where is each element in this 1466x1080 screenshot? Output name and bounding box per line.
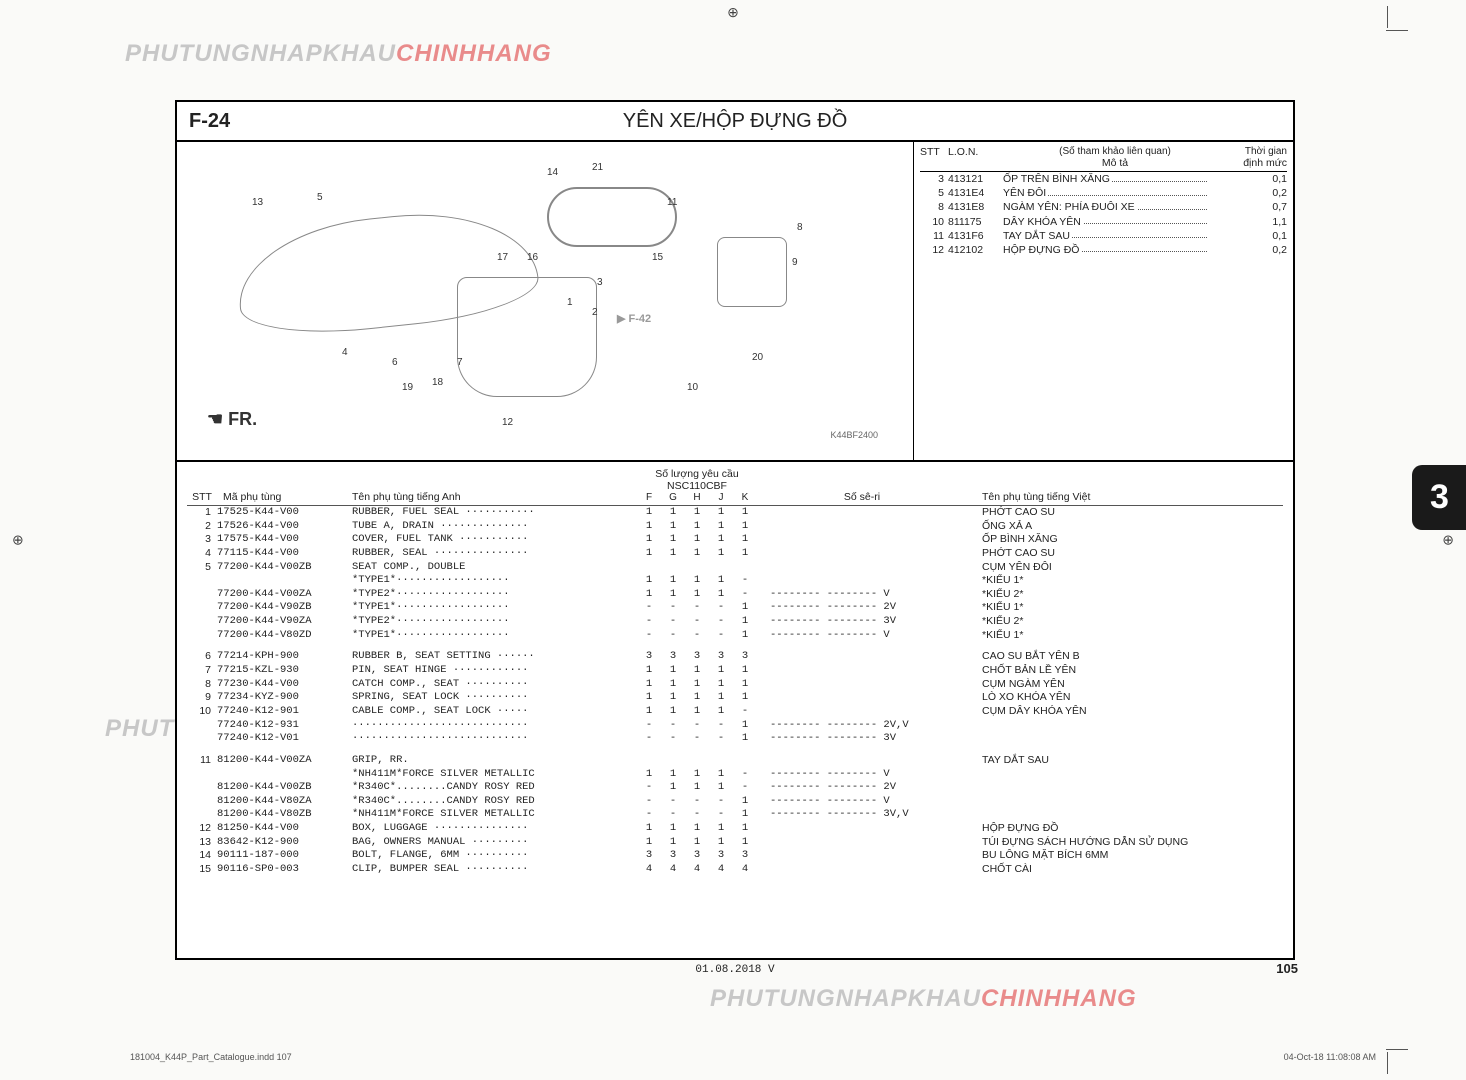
parts-row: 1281250-K44-V00BOX, LUGGAGE ············…	[187, 822, 1283, 836]
catalogue-page-frame: F-24 YÊN XE/HỘP ĐỰNG ĐỒ ☚ FR. ▶ F-42 K44…	[175, 100, 1295, 960]
page-title: YÊN XE/HỘP ĐỰNG ĐỒ	[177, 110, 1293, 133]
callout: 13	[252, 197, 263, 208]
callout: 11	[667, 197, 677, 208]
parts-row: 81200-K44-V80ZB *NH411M*FORCE SILVER MET…	[187, 808, 1283, 822]
reference-row: 54131E4YÊN ĐÔI0,2	[920, 186, 1287, 200]
ref-head-desc: (Số tham khảo liên quan) Mô tả	[1003, 146, 1227, 169]
callout: 8	[797, 222, 803, 233]
reference-row: 12412102HỘP ĐỰNG ĐỒ0,2	[920, 243, 1287, 257]
parts-row: 77240-K12-V01···························…	[187, 732, 1283, 746]
parts-row: 77200-K44-V90ZB *TYPE1*·················…	[187, 601, 1283, 615]
parts-row: 477115-K44-V00RUBBER, SEAL ·············…	[187, 547, 1283, 561]
reference-row: 114131F6TAY DẮT SAU0,1	[920, 229, 1287, 243]
callout: 1	[567, 297, 573, 308]
parts-row: 217526-K44-V00TUBE A, DRAIN ············…	[187, 520, 1283, 534]
callout: 14	[547, 167, 558, 178]
diagram-grip-shape	[547, 187, 677, 247]
callout: 20	[752, 352, 763, 363]
register-mark-top: ⊕	[727, 4, 739, 21]
ref-head-stt: STT	[920, 146, 948, 169]
parts-row: 81200-K44-V00ZB *R340C*........CANDY ROS…	[187, 781, 1283, 795]
reference-row: 3413121ỐP TRÊN BÌNH XĂNG0,1	[920, 172, 1287, 186]
qty-subcol: H	[688, 492, 706, 503]
qty-subcol: K	[736, 492, 754, 503]
col-name-vn: Tên phụ tùng tiếng Việt	[962, 491, 1283, 503]
parts-row: 1077240-K12-901CABLE COMP., SEAT LOCK ··…	[187, 705, 1283, 719]
parts-row: 1181200-K44-V00ZAGRIP, RR.TAY DẮT SAU	[187, 754, 1283, 768]
crop-corner	[1387, 6, 1388, 28]
parts-row: 977234-KYZ-900SPRING, SEAT LOCK ········…	[187, 691, 1283, 705]
callout: 10	[687, 382, 698, 393]
parts-row: 77240-K12-931···························…	[187, 719, 1283, 733]
register-mark-left: ⊕	[12, 532, 24, 549]
ref-head-lon: L.O.N.	[948, 146, 1003, 169]
diagram-lock-shape	[717, 237, 787, 307]
crop-corner	[1387, 1052, 1388, 1074]
qty-subcol: G	[664, 492, 682, 503]
callout: 21	[592, 162, 603, 173]
callout: 5	[317, 192, 323, 203]
page-number: 105	[1276, 961, 1298, 976]
fr-arrow: ☚ FR.	[207, 409, 257, 430]
callout: 18	[432, 377, 443, 388]
parts-row: 81200-K44-V80ZA *R340C*........CANDY ROS…	[187, 795, 1283, 809]
parts-row: 877230-K44-V00CATCH COMP., SEAT ········…	[187, 678, 1283, 692]
parts-row: 77200-K44-V80ZD *TYPE1*·················…	[187, 629, 1283, 643]
parts-row: 1383642-K12-900BAG, OWNERS MANUAL ······…	[187, 836, 1283, 850]
col-serial: Số sê-ri	[762, 491, 962, 503]
watermark: PHUTUNGNHAPKHAUCHINHHANG	[710, 985, 1137, 1013]
crop-corner	[1386, 1049, 1408, 1050]
parts-table: STT Mã phụ tùng Tên phụ tùng tiếng Anh S…	[177, 462, 1293, 885]
col-qty: Số lượng yêu cầu NSC110CBF FGHJK	[632, 468, 762, 503]
reference-table: STT L.O.N. (Số tham khảo liên quan) Mô t…	[913, 142, 1293, 460]
parts-row: *NH411M*FORCE SILVER METALLIC1111-------…	[187, 768, 1283, 782]
indesign-footer-left: 181004_K44P_Part_Catalogue.indd 107	[130, 1052, 292, 1062]
footer-date: 01.08.2018 V	[177, 964, 1293, 976]
parts-row: 777215-KZL-930PIN, SEAT HINGE ··········…	[187, 664, 1283, 678]
parts-row: 577200-K44-V00ZBSEAT COMP., DOUBLECỤM YÊ…	[187, 561, 1283, 575]
parts-row: 1490111-187-000BOLT, FLANGE, 6MM ·······…	[187, 849, 1283, 863]
ref-head-time: Thời gian định mức	[1227, 146, 1287, 169]
reference-row: 84131E8NGÀM YÊN: PHÍA ĐUÔI XE0,7	[920, 200, 1287, 214]
callout: 9	[792, 257, 798, 268]
callout: 7	[457, 357, 463, 368]
parts-row: 317575-K44-V00COVER, FUEL TANK ·········…	[187, 533, 1283, 547]
callout: 12	[502, 417, 513, 428]
col-code: Mã phụ tùng	[217, 491, 352, 503]
callout: 3	[597, 277, 603, 288]
callout: 16	[527, 252, 538, 263]
callout: 17	[497, 252, 508, 263]
qty-subcol: J	[712, 492, 730, 503]
exploded-diagram: ☚ FR. ▶ F-42 K44BF2400 13 5 14 21 11 15 …	[177, 142, 913, 460]
title-row: F-24 YÊN XE/HỘP ĐỰNG ĐỒ	[177, 102, 1293, 142]
parts-row: *TYPE1*··················1111-*KIỂU 1*	[187, 574, 1283, 588]
section-tab: 3	[1412, 465, 1466, 530]
parts-row: 77200-K44-V90ZA *TYPE2*·················…	[187, 615, 1283, 629]
parts-row: 1590116-SP0-003CLIP, BUMPER SEAL ·······…	[187, 863, 1283, 877]
callout: 2	[592, 307, 598, 318]
indesign-footer-right: 04-Oct-18 11:08:08 AM	[1284, 1052, 1376, 1062]
diagram-ref-code: K44BF2400	[830, 430, 878, 440]
diagram-luggage-box-shape	[457, 277, 597, 397]
parts-row: 677214-KPH-900RUBBER B, SEAT SETTING ···…	[187, 650, 1283, 664]
register-mark-right: ⊕	[1442, 532, 1454, 549]
col-stt: STT	[187, 491, 217, 503]
callout: 4	[342, 347, 348, 358]
crop-corner	[1386, 30, 1408, 31]
parts-table-header: STT Mã phụ tùng Tên phụ tùng tiếng Anh S…	[187, 468, 1283, 506]
col-name-en: Tên phụ tùng tiếng Anh	[352, 491, 632, 503]
qty-subcol: F	[640, 492, 658, 503]
diagram-cross-ref: ▶ F-42	[617, 312, 651, 325]
callout: 6	[392, 357, 398, 368]
parts-row: 77200-K44-V00ZA *TYPE2*·················…	[187, 588, 1283, 602]
parts-row: 117525-K44-V00RUBBER, FUEL SEAL ········…	[187, 506, 1283, 520]
callout: 15	[652, 252, 663, 263]
callout: 19	[402, 382, 413, 393]
reference-row: 10811175DÂY KHÓA YÊN1,1	[920, 215, 1287, 229]
watermark: PHUTUNGNHAPKHAUCHINHHANG	[125, 40, 552, 68]
